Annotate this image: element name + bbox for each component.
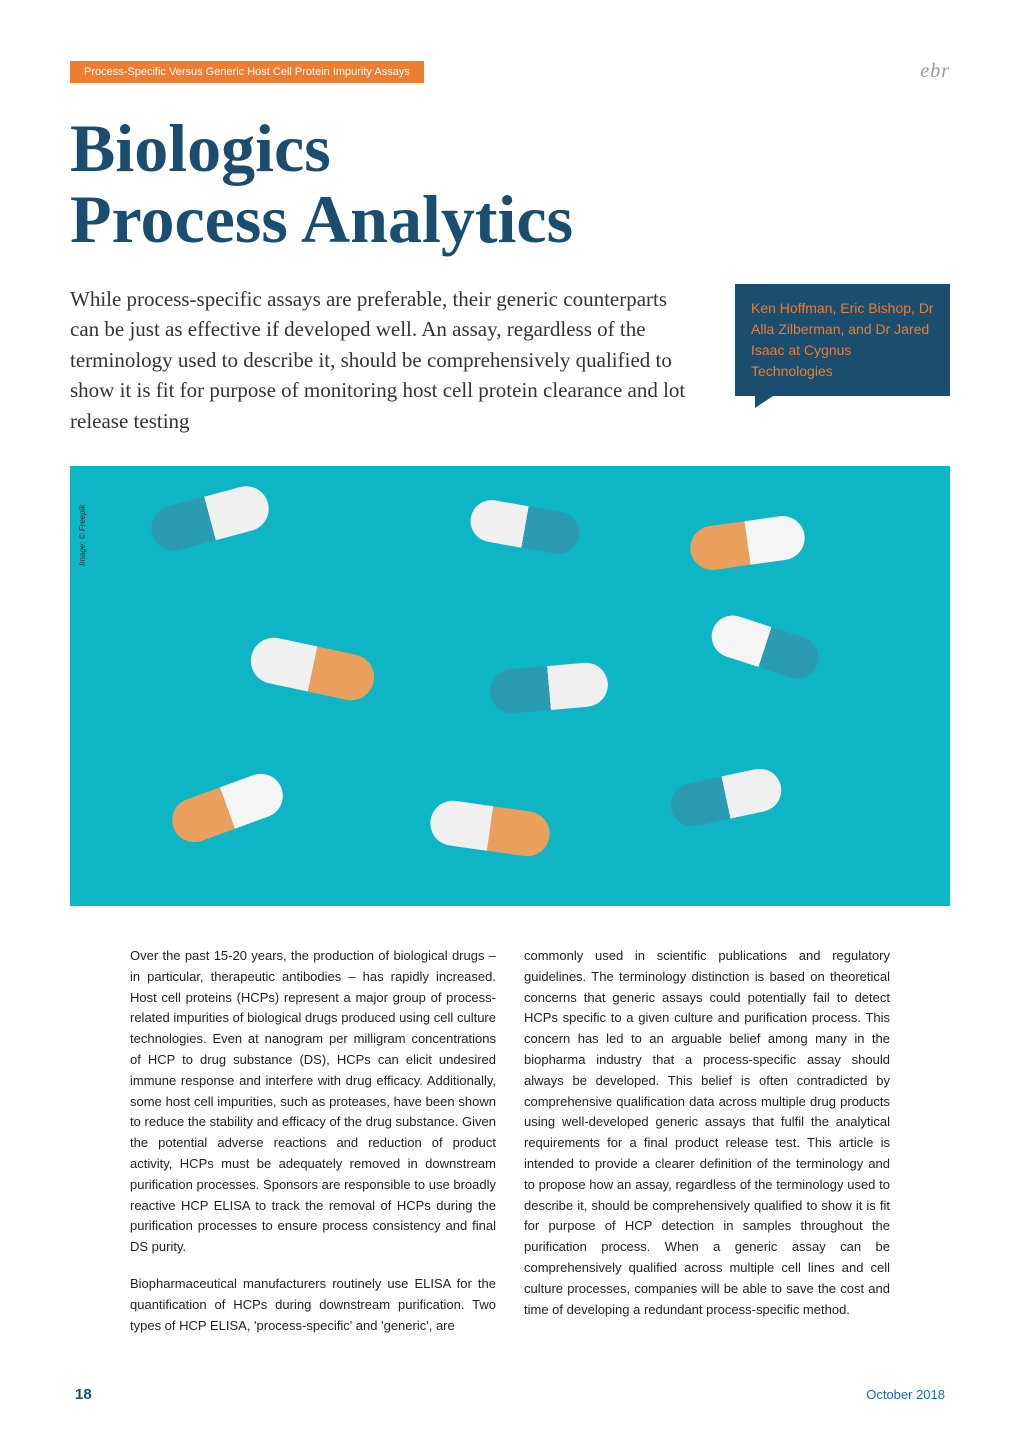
breadcrumb-bar: Process-Specific Versus Generic Host Cel… <box>70 61 424 83</box>
intro-row: While process-specific assays are prefer… <box>70 284 950 436</box>
pill-decoration <box>706 610 824 684</box>
pill-decoration <box>146 481 274 556</box>
author-box: Ken Hoffman, Eric Bishop, Dr Alla Zilber… <box>735 284 950 396</box>
header-row: Process-Specific Versus Generic Host Cel… <box>70 60 950 83</box>
body-paragraph: Over the past 15-20 years, the productio… <box>130 946 496 1258</box>
body-column-left: Over the past 15-20 years, the productio… <box>130 946 496 1352</box>
pill-decoration <box>427 798 552 859</box>
title-line-1: Biologics <box>70 110 331 186</box>
title-line-2: Process Analytics <box>70 181 573 257</box>
pill-decoration <box>166 768 289 849</box>
body-paragraph: Biopharmaceutical manufacturers routinel… <box>130 1274 496 1336</box>
pill-decoration <box>247 633 379 704</box>
author-box-wrapper: Ken Hoffman, Eric Bishop, Dr Alla Zilber… <box>735 284 950 396</box>
hero-image: Image: © Freepik <box>70 466 950 906</box>
footer-row: 18 October 2018 <box>70 1386 950 1403</box>
body-column-right: commonly used in scientific publications… <box>524 946 890 1352</box>
pill-decoration <box>667 765 785 830</box>
pill-decoration <box>467 497 583 557</box>
publication-logo: ebr <box>920 60 950 83</box>
standfirst-text: While process-specific assays are prefer… <box>70 284 695 436</box>
body-columns: Over the past 15-20 years, the productio… <box>70 946 950 1352</box>
pill-decoration <box>687 513 807 573</box>
pill-decoration <box>488 661 609 715</box>
image-credit: Image: © Freepik <box>78 504 87 565</box>
page-number: 18 <box>75 1386 92 1403</box>
body-paragraph: commonly used in scientific publications… <box>524 946 890 1320</box>
article-title: Biologics Process Analytics <box>70 113 950 256</box>
issue-date: October 2018 <box>866 1387 945 1402</box>
